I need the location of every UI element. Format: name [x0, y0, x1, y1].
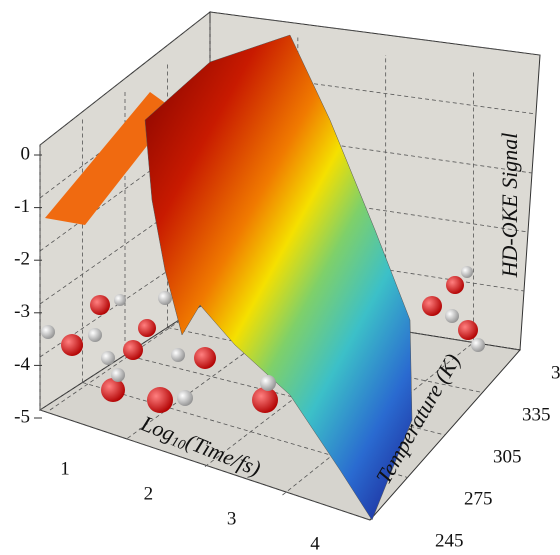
- hydrogen-atom: [445, 309, 459, 323]
- hydrogen-atom: [114, 294, 126, 306]
- y-tick-label: 245: [435, 530, 464, 551]
- z-tick-label: -1: [14, 196, 30, 217]
- y-tick-label: 335: [522, 404, 551, 425]
- hydrogen-atom: [177, 390, 193, 406]
- oxygen-atom: [446, 276, 464, 294]
- y-tick-label: 305: [493, 446, 522, 467]
- oxygen-atom: [422, 296, 442, 316]
- oxygen-atom: [458, 320, 478, 340]
- oxygen-atom: [147, 387, 173, 413]
- y-tick-label: 365: [551, 362, 560, 383]
- hydrogen-atom: [101, 351, 115, 365]
- hydrogen-atom: [260, 375, 276, 391]
- z-axis-label: HD-OKE Signal: [497, 133, 522, 279]
- y-tick-label: 275: [464, 488, 493, 509]
- hydrogen-atom: [171, 348, 185, 362]
- hydrogen-atom: [41, 325, 55, 339]
- grid-line: [39, 11, 211, 146]
- surface-flap: [45, 92, 175, 225]
- grid-line: [167, 327, 483, 393]
- grid-line: [209, 69, 537, 115]
- molecules: [41, 266, 485, 413]
- z-tick-label: -4: [14, 354, 30, 375]
- z-tick-label: -3: [14, 301, 30, 322]
- z-tick-label: -5: [14, 406, 30, 427]
- hydrogen-atom: [158, 291, 172, 305]
- grid-line: [209, 184, 529, 233]
- hydrogen-atom: [471, 338, 485, 352]
- hydrogen-atom: [111, 368, 125, 382]
- oxygen-atom: [252, 387, 278, 413]
- grid-line: [209, 126, 533, 174]
- hydrogen-atom: [461, 266, 473, 278]
- oxygen-atom: [123, 340, 143, 360]
- x-label-sub: 10: [169, 435, 188, 454]
- x-tick-label: 3: [227, 508, 237, 529]
- surface: [144, 34, 413, 521]
- z-tick-label: 0: [21, 143, 31, 164]
- hydrogen-atom: [88, 328, 102, 342]
- oxygen-atom: [101, 378, 125, 402]
- x-tick-label: 2: [144, 483, 154, 504]
- oxygen-atom: [194, 347, 216, 369]
- z-tick-label: -2: [14, 249, 30, 270]
- grid-line: [39, 409, 371, 521]
- oxygen-atom: [61, 334, 83, 356]
- x-tick-label: 4: [310, 533, 320, 554]
- oxygen-atom: [138, 319, 156, 337]
- x-tick-label: 1: [60, 458, 70, 479]
- oxygen-atom: [90, 295, 110, 315]
